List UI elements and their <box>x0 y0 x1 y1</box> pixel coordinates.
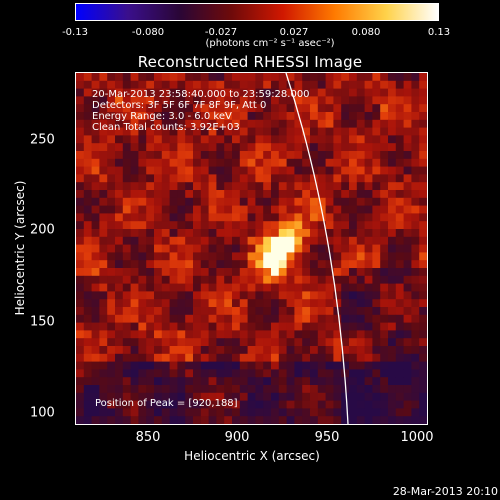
colorbar <box>75 3 439 21</box>
y-tick-label: 150 <box>30 314 55 330</box>
energy-range-annotation: Energy Range: 3.0 - 6.0 keV <box>92 111 232 122</box>
rhessi-image <box>76 73 427 424</box>
x-tick-label: 900 <box>224 430 250 445</box>
colorbar-tick: 0.027 <box>279 27 309 38</box>
colorbar-tick: -0.13 <box>62 27 88 38</box>
x-tick-label: 850 <box>135 430 161 445</box>
detectors-annotation: Detectors: 3F 5F 6F 7F 8F 9F, Att 0 <box>92 100 267 111</box>
y-tick-label: 250 <box>30 132 55 148</box>
solar-limb-line <box>285 73 349 424</box>
x-axis-label: Heliocentric X (arcsec) <box>184 449 320 463</box>
y-tick-label: 200 <box>30 222 55 238</box>
colorbar-tick: -0.027 <box>204 27 238 38</box>
peak-position-annotation: Position of Peak = [920,188] <box>95 398 238 409</box>
plot-title: Reconstructed RHESSI Image <box>137 53 363 71</box>
y-tick-label: 100 <box>30 405 55 421</box>
y-axis-label: Heliocentric Y (arcsec) <box>13 180 27 316</box>
rhessi-image-plot[interactable]: 20-Mar-2013 23:58:40.000 to 23:59:28.000… <box>75 72 428 425</box>
colorbar-tick: 0.080 <box>351 27 381 38</box>
colorbar-tick: 0.13 <box>427 27 451 38</box>
x-tick-label: 950 <box>314 430 340 445</box>
timestamp-footer: 28-Mar-2013 20:10 <box>392 485 498 498</box>
colorbar-units: (photons cm⁻² s⁻¹ asec⁻²) <box>205 38 335 49</box>
colorbar-tick: -0.080 <box>131 27 165 38</box>
time-range-annotation: 20-Mar-2013 23:58:40.000 to 23:59:28.000 <box>92 89 310 100</box>
method-annotation: Clean Total counts: 3.92E+03 <box>92 122 240 133</box>
x-tick-label: 1000 <box>400 430 434 445</box>
